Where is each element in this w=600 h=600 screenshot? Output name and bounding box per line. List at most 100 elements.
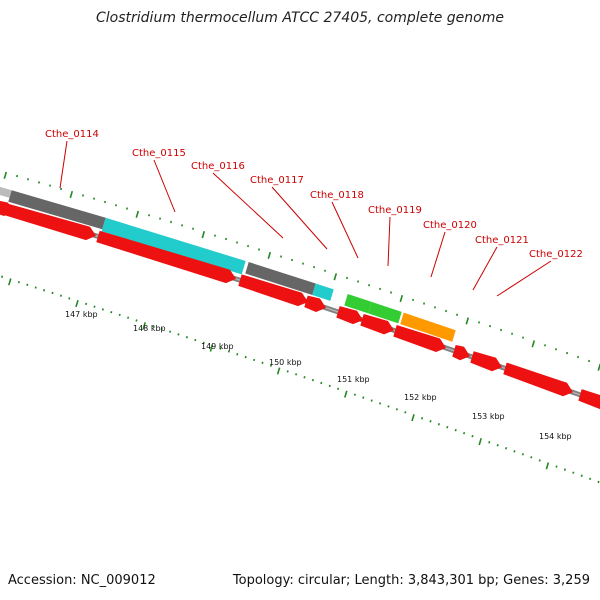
major-tick <box>69 190 74 199</box>
kbp-label: 147 kbp <box>65 310 98 319</box>
minor-tick <box>214 234 217 237</box>
major-tick <box>531 340 536 348</box>
gene-block-0117 <box>312 283 334 301</box>
minor-tick <box>303 376 306 379</box>
minor-tick <box>395 408 398 411</box>
major-tick <box>3 171 8 179</box>
minor-tick <box>38 181 41 184</box>
leader-line <box>271 186 328 250</box>
feature-layer <box>0 186 600 410</box>
minor-tick <box>135 319 138 322</box>
leader-line <box>331 201 359 259</box>
leader-line <box>59 140 68 189</box>
minor-tick <box>379 402 382 405</box>
cds-arrow <box>578 389 600 410</box>
minor-tick <box>513 450 516 453</box>
minor-tick <box>445 309 448 313</box>
minor-tick <box>247 244 250 248</box>
minor-tick <box>51 291 54 295</box>
minor-tick <box>225 237 228 241</box>
minor-tick <box>521 453 524 456</box>
minor-tick <box>471 434 474 438</box>
major-tick <box>8 278 12 286</box>
minor-tick <box>313 265 316 269</box>
outer-tick-ring <box>3 171 600 371</box>
minor-tick <box>227 350 230 353</box>
minor-tick <box>269 364 272 367</box>
minor-tick <box>181 224 184 227</box>
kbp-label: 148 kbp <box>133 324 166 333</box>
gene-label: Cthe_0122 <box>529 249 583 260</box>
minor-tick <box>511 332 514 335</box>
minor-tick <box>456 313 459 316</box>
leader-line <box>472 246 498 291</box>
kbp-label: 150 kbp <box>269 358 302 367</box>
minor-tick <box>202 341 205 345</box>
minor-tick <box>337 387 340 391</box>
label-layer: Cthe_0114 Cthe_0115 Cthe_0116 Cthe_0117 Cthe… <box>45 129 583 260</box>
minor-tick <box>538 459 541 462</box>
leader-line <box>153 159 176 213</box>
minor-tick <box>60 187 63 191</box>
cds-arrow <box>360 314 394 335</box>
cds-arrow <box>503 362 573 397</box>
leader-line <box>212 172 284 239</box>
cds-arrow <box>238 274 308 307</box>
minor-tick <box>43 289 46 292</box>
minor-tick <box>370 399 373 402</box>
minor-tick <box>463 431 466 435</box>
minor-tick <box>101 308 104 311</box>
minor-tick <box>104 200 107 204</box>
minor-tick <box>588 359 591 363</box>
minor-tick <box>454 428 457 432</box>
genome-summary: Topology: circular; Length: 3,843,301 bp… <box>232 573 590 588</box>
minor-tick <box>82 194 85 197</box>
kbp-label-layer: 147 kbp 148 kbp 149 kbp 150 kbp 151 kbp 152 k… <box>65 310 572 441</box>
minor-tick <box>555 348 558 351</box>
minor-tick <box>412 298 415 302</box>
cds-arrow <box>4 203 96 241</box>
minor-tick <box>346 276 349 280</box>
kbp-label: 154 kbp <box>539 432 572 441</box>
minor-tick <box>152 324 155 328</box>
minor-tick <box>291 258 294 262</box>
inner-tick-ring <box>1 275 600 484</box>
major-tick <box>276 367 281 375</box>
minor-tick <box>68 297 71 300</box>
minor-tick <box>118 313 121 317</box>
minor-tick <box>185 336 188 339</box>
minor-tick <box>244 355 247 359</box>
minor-tick <box>390 291 393 294</box>
minor-tick <box>379 287 382 291</box>
gene-label: Cthe_0115 <box>132 148 186 159</box>
kbp-label: 149 kbp <box>201 342 234 351</box>
minor-tick <box>320 381 323 385</box>
minor-tick <box>59 294 62 297</box>
gene-label: Cthe_0117 <box>250 175 304 186</box>
gene-block-0115 <box>101 217 246 275</box>
cds-arrow <box>304 295 326 312</box>
minor-tick <box>177 333 180 336</box>
minor-tick <box>446 425 449 429</box>
minor-tick <box>572 471 575 474</box>
cds-arrow <box>393 325 446 352</box>
minor-tick <box>295 373 298 376</box>
leader-line <box>430 231 446 278</box>
minor-tick <box>489 324 492 328</box>
minor-tick <box>566 351 569 355</box>
gene-block-start <box>0 186 12 198</box>
accession-text: Accession: NC_009012 <box>8 573 156 588</box>
minor-tick <box>423 302 426 305</box>
minor-tick <box>522 336 525 339</box>
minor-tick <box>1 275 4 278</box>
minor-tick <box>253 358 256 362</box>
minor-tick <box>544 344 547 347</box>
minor-tick <box>27 178 30 181</box>
minor-tick <box>353 393 356 396</box>
cds-arrow <box>452 345 470 361</box>
major-tick <box>545 462 550 470</box>
major-tick <box>201 230 206 239</box>
minor-tick <box>26 283 29 287</box>
major-tick <box>75 299 79 308</box>
